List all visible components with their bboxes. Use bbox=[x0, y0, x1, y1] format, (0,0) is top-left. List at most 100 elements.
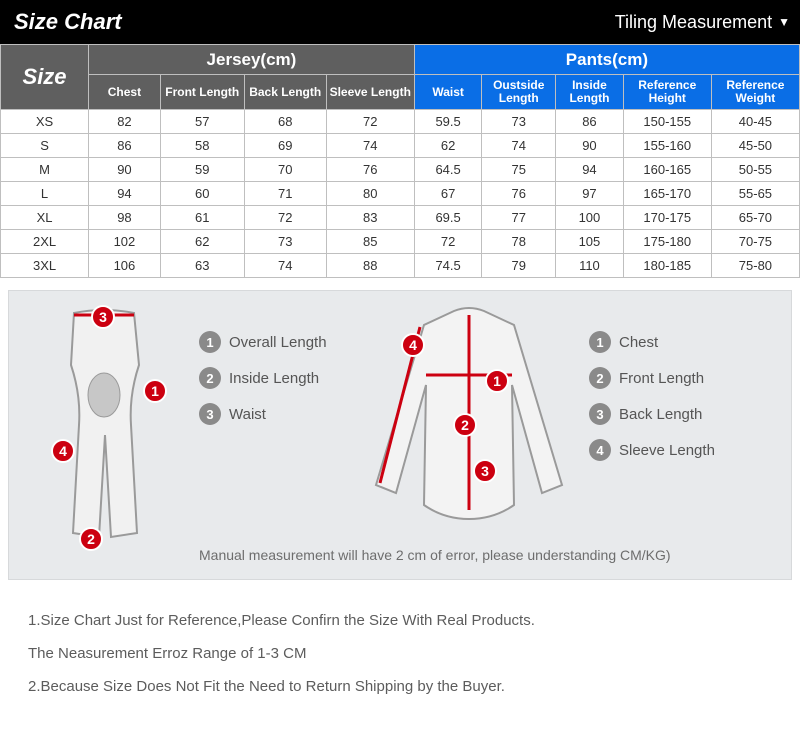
cell-value: 170-175 bbox=[623, 206, 711, 230]
table-row: 2XL1026273857278105175-18070-75 bbox=[1, 230, 800, 254]
cell-value: 86 bbox=[556, 110, 624, 134]
table-row: S86586974627490155-16045-50 bbox=[1, 134, 800, 158]
cell-size: XS bbox=[1, 110, 89, 134]
legend-num: 1 bbox=[589, 331, 611, 353]
cell-value: 67 bbox=[414, 182, 482, 206]
cell-value: 74.5 bbox=[414, 254, 482, 278]
cell-size: 3XL bbox=[1, 254, 89, 278]
cell-value: 97 bbox=[556, 182, 624, 206]
legend-label: Inside Length bbox=[229, 370, 319, 387]
col-size: Size bbox=[1, 45, 89, 110]
cell-size: 2XL bbox=[1, 230, 89, 254]
legend-label: Back Length bbox=[619, 406, 702, 423]
col-back-length: Back Length bbox=[244, 75, 326, 110]
footer-notes: 1.Size Chart Just for Reference,Please C… bbox=[0, 580, 800, 723]
col-inside-length: Inside Length bbox=[556, 75, 624, 110]
cell-size: S bbox=[1, 134, 89, 158]
col-ref-weight: Reference Weight bbox=[711, 75, 799, 110]
cell-value: 79 bbox=[482, 254, 556, 278]
legend-item: 2 Front Length bbox=[589, 367, 715, 389]
cell-value: 70-75 bbox=[711, 230, 799, 254]
table-row: XL9861728369.577100170-17565-70 bbox=[1, 206, 800, 230]
table-body: XS8257687259.57386150-15540-45S865869746… bbox=[1, 110, 800, 278]
cell-value: 180-185 bbox=[623, 254, 711, 278]
legend-item: 2 Inside Length bbox=[199, 367, 327, 389]
footer-line-1: 1.Size Chart Just for Reference,Please C… bbox=[28, 604, 772, 637]
legend-label: Overall Length bbox=[229, 334, 327, 351]
cell-value: 65-70 bbox=[711, 206, 799, 230]
cell-value: 72 bbox=[414, 230, 482, 254]
legend-label: Waist bbox=[229, 406, 266, 423]
cell-value: 85 bbox=[326, 230, 414, 254]
cell-value: 106 bbox=[89, 254, 161, 278]
legend-num: 3 bbox=[589, 403, 611, 425]
cell-value: 72 bbox=[244, 206, 326, 230]
cell-value: 74 bbox=[482, 134, 556, 158]
table-header: Size Jersey(cm) Pants(cm) Chest Front Le… bbox=[1, 45, 800, 110]
size-chart-table: Size Jersey(cm) Pants(cm) Chest Front Le… bbox=[0, 44, 800, 278]
cell-value: 75-80 bbox=[711, 254, 799, 278]
cell-value: 90 bbox=[556, 134, 624, 158]
table-row: L94607180677697165-17055-65 bbox=[1, 182, 800, 206]
table-row: 3XL10663748874.579110180-18575-80 bbox=[1, 254, 800, 278]
cell-value: 76 bbox=[326, 158, 414, 182]
legend-item: 3 Back Length bbox=[589, 403, 715, 425]
pants-outline-icon bbox=[39, 305, 169, 545]
cell-value: 74 bbox=[244, 254, 326, 278]
col-group-pants: Pants(cm) bbox=[414, 45, 799, 75]
chevron-down-icon: ▼ bbox=[778, 15, 790, 29]
cell-value: 80 bbox=[326, 182, 414, 206]
cell-value: 62 bbox=[160, 230, 244, 254]
col-sleeve-length: Sleeve Length bbox=[326, 75, 414, 110]
cell-value: 57 bbox=[160, 110, 244, 134]
measurement-diagram-panel: 3 1 4 2 1 Overall Length 2 Inside Length… bbox=[8, 290, 792, 580]
cell-value: 155-160 bbox=[623, 134, 711, 158]
cell-value: 94 bbox=[89, 182, 161, 206]
pants-legend: 1 Overall Length 2 Inside Length 3 Waist bbox=[199, 331, 327, 425]
cell-value: 59 bbox=[160, 158, 244, 182]
footer-line-2: The Neasurement Erroz Range of 1-3 CM bbox=[28, 637, 772, 670]
cell-value: 69 bbox=[244, 134, 326, 158]
col-ref-height: Reference Height bbox=[623, 75, 711, 110]
measurement-toggle-label: Tiling Measurement bbox=[615, 12, 772, 33]
cell-value: 70 bbox=[244, 158, 326, 182]
legend-label: Front Length bbox=[619, 370, 704, 387]
cell-value: 100 bbox=[556, 206, 624, 230]
cell-value: 110 bbox=[556, 254, 624, 278]
cell-size: M bbox=[1, 158, 89, 182]
cell-value: 69.5 bbox=[414, 206, 482, 230]
col-front-length: Front Length bbox=[160, 75, 244, 110]
cell-value: 74 bbox=[326, 134, 414, 158]
cell-value: 60 bbox=[160, 182, 244, 206]
header-bar: Size Chart Tiling Measurement ▼ bbox=[0, 0, 800, 44]
legend-num: 3 bbox=[199, 403, 221, 425]
footer-line-3: 2.Because Size Does Not Fit the Need to … bbox=[28, 670, 772, 703]
col-chest: Chest bbox=[89, 75, 161, 110]
cell-value: 75 bbox=[482, 158, 556, 182]
cell-value: 73 bbox=[482, 110, 556, 134]
col-waist: Waist bbox=[414, 75, 482, 110]
cell-value: 45-50 bbox=[711, 134, 799, 158]
cell-value: 63 bbox=[160, 254, 244, 278]
measurement-toggle[interactable]: Tiling Measurement ▼ bbox=[615, 12, 790, 33]
cell-value: 71 bbox=[244, 182, 326, 206]
cell-value: 82 bbox=[89, 110, 161, 134]
cell-value: 68 bbox=[244, 110, 326, 134]
legend-num: 2 bbox=[589, 367, 611, 389]
cell-value: 61 bbox=[160, 206, 244, 230]
cell-value: 78 bbox=[482, 230, 556, 254]
cell-value: 94 bbox=[556, 158, 624, 182]
cell-value: 50-55 bbox=[711, 158, 799, 182]
manual-note: Manual measurement will have 2 cm of err… bbox=[199, 547, 671, 563]
legend-label: Sleeve Length bbox=[619, 442, 715, 459]
legend-num: 2 bbox=[199, 367, 221, 389]
legend-item: 4 Sleeve Length bbox=[589, 439, 715, 461]
cell-value: 165-170 bbox=[623, 182, 711, 206]
cell-value: 83 bbox=[326, 206, 414, 230]
legend-item: 3 Waist bbox=[199, 403, 327, 425]
table-row: XS8257687259.57386150-15540-45 bbox=[1, 110, 800, 134]
page-title: Size Chart bbox=[0, 9, 122, 35]
cell-value: 72 bbox=[326, 110, 414, 134]
cell-value: 73 bbox=[244, 230, 326, 254]
cell-value: 160-165 bbox=[623, 158, 711, 182]
